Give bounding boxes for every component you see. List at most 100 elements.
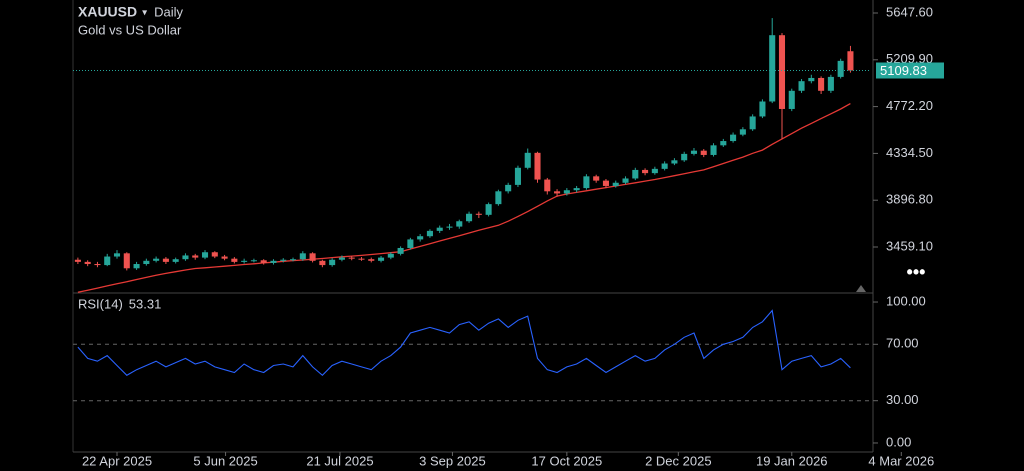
candle-body (123, 253, 130, 269)
candle-body (700, 150, 707, 155)
candle-body (475, 213, 482, 215)
x-tick-label: 5 Jun 2025 (193, 453, 257, 468)
y-tick-label: 5209.90 (886, 51, 933, 66)
candle-body (436, 227, 443, 231)
candle-body (759, 101, 766, 117)
candle-body (622, 178, 629, 183)
candle-body (730, 134, 737, 142)
candle-body (671, 160, 678, 164)
candle-body (338, 257, 345, 260)
candle-body (534, 152, 541, 180)
candle-body (739, 129, 746, 135)
candle-body (397, 247, 404, 254)
symbol[interactable]: XAUUSD (78, 4, 137, 20)
candle-body (485, 204, 492, 215)
last-price-tag (876, 62, 944, 79)
candle-body (192, 255, 199, 258)
interval[interactable]: Daily (154, 4, 183, 19)
candle-body (837, 60, 844, 77)
candle-body (495, 191, 502, 205)
y-tick-label: 4334.50 (886, 145, 933, 160)
candle-body (778, 35, 786, 109)
candle-body (554, 191, 561, 194)
candle-body (241, 260, 248, 262)
subtitle: Gold vs US Dollar (78, 22, 182, 37)
candle-body (514, 167, 521, 185)
y-tick-label: 30.00 (886, 392, 919, 407)
candle-body (544, 179, 551, 192)
candle-body (788, 90, 795, 109)
candle-body (661, 163, 668, 169)
candle-body (74, 259, 81, 262)
candle-body (720, 141, 727, 146)
candle-body (847, 51, 854, 71)
candle-body (250, 260, 257, 262)
x-tick-label: 17 Oct 2025 (531, 453, 602, 468)
candle-body (162, 258, 169, 262)
collapse-arrow[interactable] (856, 285, 866, 292)
candle-body (681, 153, 688, 161)
candle-body (466, 213, 473, 222)
candle-body (808, 77, 815, 82)
candle-body (113, 253, 121, 257)
candle-body (446, 226, 453, 228)
candle-body (749, 116, 756, 130)
candle-body (289, 259, 297, 261)
candle-body (769, 35, 776, 102)
candle-body (153, 258, 160, 261)
candle-body (456, 221, 463, 227)
candle-body (270, 260, 277, 263)
candle-body (387, 253, 394, 258)
candle-body (231, 258, 238, 262)
candle-body (201, 252, 209, 258)
candle-body (309, 253, 316, 261)
candle-body (573, 188, 580, 191)
last-price-label: 5109.83 (880, 63, 927, 78)
candle-body (280, 259, 287, 261)
candle-body (651, 168, 658, 174)
candle-body (368, 259, 375, 261)
candle-body (94, 264, 101, 266)
y-tick-label: 4772.20 (886, 98, 933, 113)
candle-body (417, 236, 424, 240)
candle-body (378, 257, 385, 261)
candle-body (524, 152, 531, 168)
rsi-value: 53.31 (129, 296, 162, 311)
candle-body (329, 259, 336, 266)
candle-body (172, 259, 179, 262)
x-tick-label: 19 Jan 2026 (756, 453, 828, 468)
candle-body (612, 182, 619, 186)
candle-body (182, 255, 189, 260)
candle-body (221, 256, 228, 259)
more-button[interactable]: ••• (907, 262, 926, 282)
x-tick-label: 3 Sep 2025 (419, 453, 486, 468)
candle-body (583, 176, 590, 189)
x-tick-label: 22 Apr 2025 (82, 453, 152, 468)
y-tick-label: 70.00 (886, 336, 919, 351)
y-tick-label: 5647.60 (886, 4, 933, 19)
candle-body (299, 253, 306, 260)
candle-body (690, 150, 698, 154)
rsi-line (77, 309, 851, 377)
candle-body (642, 169, 649, 174)
candle-body (211, 252, 218, 257)
candle-body (602, 180, 609, 186)
candle-body (133, 264, 140, 269)
candle-body (426, 230, 433, 237)
dropdown-arrow[interactable]: ▾ (142, 8, 147, 19)
x-tick-label: 2 Dec 2025 (645, 453, 712, 468)
candle-body (593, 176, 600, 181)
candle-body (563, 190, 570, 194)
candle-body (319, 260, 326, 266)
candle-body (632, 169, 639, 179)
candle-body (143, 260, 150, 265)
y-tick-label: 0.00 (886, 434, 911, 449)
candle-body (84, 261, 91, 265)
candle-body (827, 76, 834, 91)
candle-body (260, 260, 267, 263)
y-tick-label: 3459.10 (886, 238, 933, 253)
x-tick-label: 4 Mar 2026 (868, 453, 934, 468)
y-tick-label: 3896.80 (886, 192, 933, 207)
